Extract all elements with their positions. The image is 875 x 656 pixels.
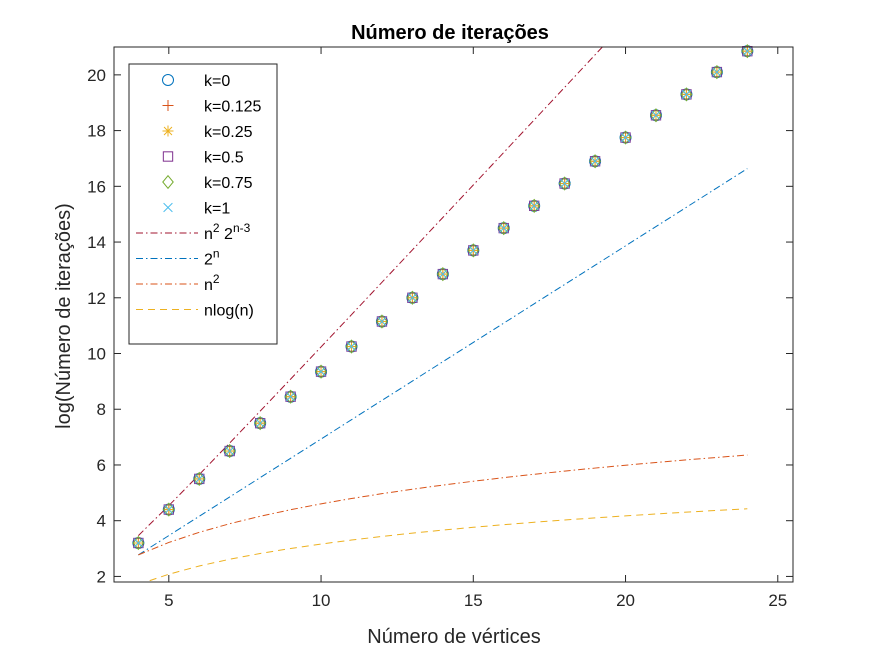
data-point-k-0-75: [497, 221, 510, 236]
legend-marker-k-0-75: [162, 174, 174, 190]
data-point-k-1: [651, 110, 661, 121]
data-point-k-1: [224, 446, 235, 456]
data-point-k-0-75: [315, 364, 327, 379]
y-tick-label: 10: [87, 345, 106, 364]
data-point-k-1: [498, 223, 509, 233]
data-point-k-1: [194, 474, 205, 484]
legend-label-2-n: 2n: [204, 247, 220, 269]
axis-ticks: 5 10 15 20 25 2 4 6 8 10 12 14 16 18 20: [87, 47, 793, 610]
data-point-k-1: [285, 391, 296, 402]
x-axis-title: Número de vértices: [367, 626, 540, 648]
data-point-k-0-75: [589, 154, 601, 169]
x-tick-label: 25: [768, 591, 787, 610]
legend-label-k-0: k=0: [204, 73, 230, 90]
data-point-k-1: [164, 504, 174, 515]
data-point-k-1: [681, 89, 692, 100]
y-tick-label: 18: [87, 122, 106, 141]
legend-label-k-0-5: k=0.5: [204, 150, 244, 167]
legend-label-k-0-25: k=0.25: [204, 124, 253, 141]
data-point-k-0-75: [741, 44, 754, 59]
legend-marker-k-1: [163, 202, 173, 213]
data-point-k-0-75: [132, 535, 145, 551]
chart-title: Número de iterações: [351, 22, 549, 44]
series-line-n-2: [138, 454, 748, 556]
x-tick-label: 15: [464, 591, 483, 610]
data-point-k-0-75: [376, 314, 388, 329]
data-point-k-1: [529, 201, 539, 211]
y-tick-label: 20: [87, 66, 106, 85]
data-point-k-0-75: [467, 243, 480, 258]
data-point-k-0-75: [162, 502, 175, 517]
series-lines: [138, 47, 748, 582]
plot-frame: [113, 46, 794, 583]
legend-label-nlog-n: nlog(n): [204, 303, 254, 320]
series-k-0-75: [132, 44, 754, 551]
legend-box: [128, 63, 278, 345]
legend-label-n-2: n2: [204, 272, 220, 294]
data-point-k-1: [255, 418, 265, 428]
y-tick-label: 8: [97, 400, 106, 419]
legend-marker-k-0-125: [162, 100, 174, 111]
y-tick-label: 16: [87, 177, 106, 196]
x-tick-label: 20: [616, 591, 635, 610]
data-point-k-1: [316, 366, 326, 377]
series-line-n-2-2-n-3: [138, 47, 604, 536]
legend-marker-k-0: [162, 74, 174, 86]
legend-marker-k-0-5: [162, 151, 174, 162]
legend-marker-k-0-25: [162, 125, 174, 137]
data-point-k-0-75: [193, 471, 206, 487]
data-point-k-0-75: [619, 130, 632, 145]
data-point-k-0-75: [223, 443, 236, 459]
data-point-k-0-75: [284, 389, 297, 404]
series-k-1: [133, 46, 753, 548]
series-line-2-n: [138, 168, 748, 556]
data-point-k-0-75: [650, 108, 662, 123]
data-point-k-0-75: [436, 266, 449, 282]
data-point-k-0-75: [528, 198, 541, 213]
data-point-k-1: [712, 67, 722, 77]
data-point-k-1: [377, 316, 387, 327]
legend-label-k-1: k=1: [204, 201, 230, 218]
legend-label-k-0-125: k=0.125: [204, 99, 261, 116]
series-markers: [132, 44, 754, 551]
y-axis-title: log(Número de iterações): [53, 203, 75, 429]
data-point-k-1: [590, 156, 600, 166]
x-tick-label: 5: [164, 591, 173, 610]
data-point-k-1: [133, 538, 144, 548]
data-point-k-0-75: [558, 176, 571, 191]
data-point-k-1: [407, 293, 418, 303]
data-point-k-1: [742, 46, 753, 56]
data-point-k-0-75: [711, 64, 723, 80]
data-point-k-1: [620, 132, 631, 143]
data-point-k-0-75: [406, 290, 419, 305]
legend-label-k-0-75: k=0.75: [204, 175, 253, 192]
y-tick-label: 2: [97, 567, 106, 586]
x-tick-label: 10: [312, 591, 331, 610]
y-tick-label: 6: [97, 456, 106, 475]
data-point-k-1: [346, 341, 357, 352]
data-point-k-0-75: [254, 416, 267, 431]
data-point-k-1: [559, 178, 570, 189]
y-tick-label: 14: [87, 233, 106, 252]
data-point-k-1: [438, 269, 448, 279]
legend: k=0 k=0.125 k=0.25 k=0.5 k=0.75 k=1 n2 2n-3 2n n…: [128, 63, 278, 345]
y-tick-label: 4: [97, 512, 106, 531]
y-tick-label: 12: [87, 289, 106, 308]
data-point-k-0-75: [345, 339, 358, 354]
legend-label-n-2-2-n-3: n2 2n-3: [204, 221, 251, 243]
data-point-k-1: [468, 245, 479, 256]
data-point-k-0-75: [680, 87, 693, 102]
